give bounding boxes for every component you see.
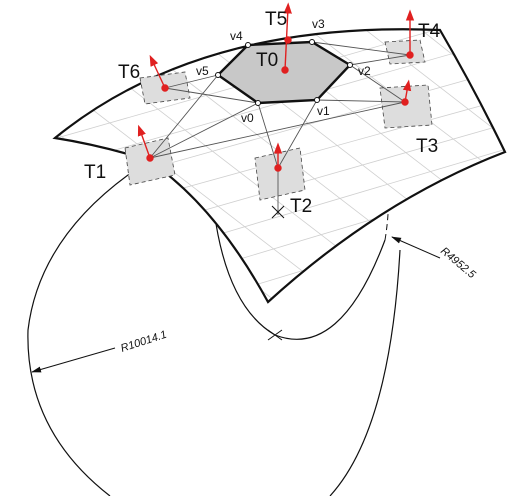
label: v3 xyxy=(312,17,325,31)
label: T4 xyxy=(418,21,441,42)
label: v2 xyxy=(358,64,371,78)
label: v1 xyxy=(317,104,330,118)
label: T0 xyxy=(256,50,278,71)
large-arc xyxy=(27,159,401,496)
center-mark xyxy=(271,205,285,219)
dimension-leader xyxy=(391,236,441,259)
label: T1 xyxy=(84,162,106,183)
dimension-label: R10014.1 xyxy=(119,329,168,355)
dimension-label: R4952.5 xyxy=(438,245,478,281)
label: T2 xyxy=(290,196,312,217)
connections xyxy=(149,41,411,215)
label: T3 xyxy=(416,136,438,157)
label: T5 xyxy=(265,9,287,30)
label: v0 xyxy=(241,111,254,125)
vertex-dots xyxy=(215,39,353,106)
label: v5 xyxy=(196,64,209,78)
center-mark xyxy=(267,329,283,341)
tangent-patches xyxy=(124,39,433,201)
label: v4 xyxy=(230,29,243,43)
dimension-leader xyxy=(31,347,116,373)
label: T6 xyxy=(118,62,140,83)
normals xyxy=(137,2,415,172)
